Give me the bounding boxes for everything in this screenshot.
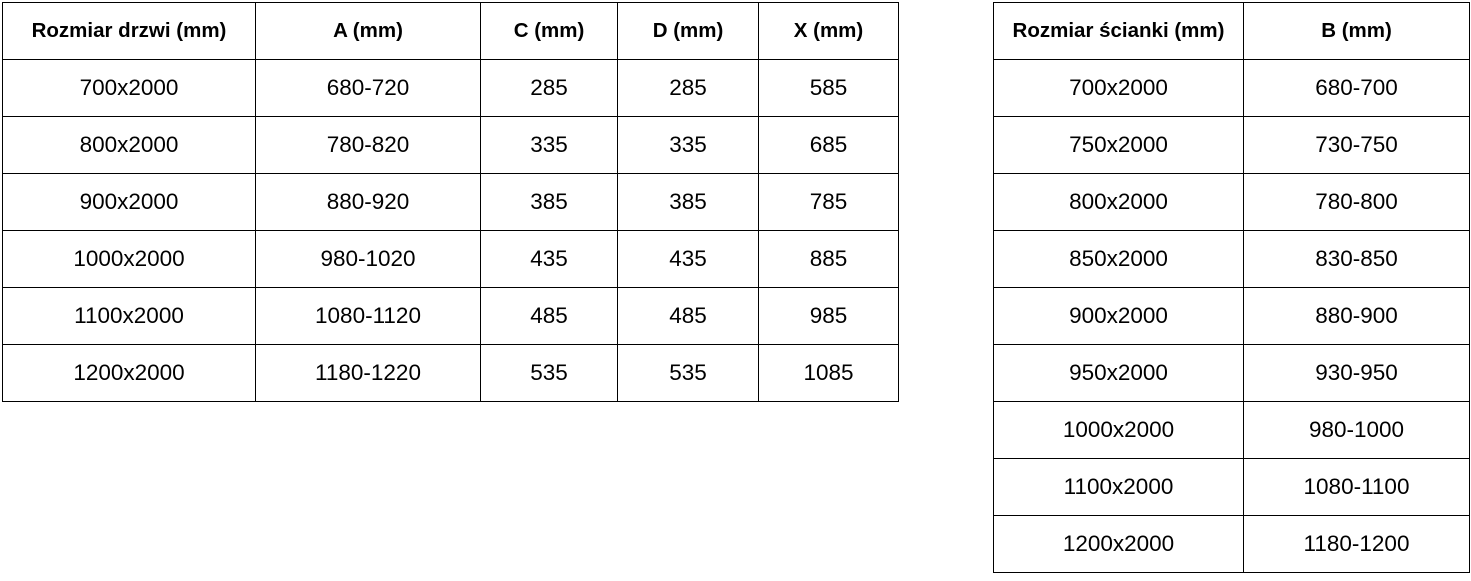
cell-b: 680-700 bbox=[1243, 59, 1470, 117]
door-size-table: Rozmiar drzwi (mm) A (mm) C (mm) D (mm) … bbox=[2, 2, 899, 402]
cell-door-size: 900x2000 bbox=[2, 173, 256, 231]
cell-b: 1180-1200 bbox=[1243, 515, 1470, 573]
column-header-a: A (mm) bbox=[255, 2, 481, 60]
table-row: 750x2000 730-750 bbox=[993, 116, 1470, 174]
column-header-d: D (mm) bbox=[617, 2, 759, 60]
cell-b: 880-900 bbox=[1243, 287, 1470, 345]
table-row: 850x2000 830-850 bbox=[993, 230, 1470, 288]
cell-wall-size: 950x2000 bbox=[993, 344, 1244, 402]
cell-wall-size: 800x2000 bbox=[993, 173, 1244, 231]
wall-size-table: Rozmiar ścianki (mm) B (mm) 700x2000 680… bbox=[993, 2, 1470, 573]
cell-c: 435 bbox=[480, 230, 618, 288]
table-row: 1200x2000 1180-1200 bbox=[993, 515, 1470, 573]
cell-x: 585 bbox=[758, 59, 899, 117]
cell-wall-size: 1200x2000 bbox=[993, 515, 1244, 573]
cell-wall-size: 1000x2000 bbox=[993, 401, 1244, 459]
cell-wall-size: 1100x2000 bbox=[993, 458, 1244, 516]
table-row: 800x2000 780-820 335 335 685 bbox=[2, 116, 899, 174]
cell-a: 980-1020 bbox=[255, 230, 481, 288]
cell-x: 685 bbox=[758, 116, 899, 174]
cell-c: 285 bbox=[480, 59, 618, 117]
cell-door-size: 700x2000 bbox=[2, 59, 256, 117]
cell-c: 335 bbox=[480, 116, 618, 174]
table-row: 1100x2000 1080-1100 bbox=[993, 458, 1470, 516]
column-header-wall-size: Rozmiar ścianki (mm) bbox=[993, 2, 1244, 60]
table-header-row: Rozmiar drzwi (mm) A (mm) C (mm) D (mm) … bbox=[2, 2, 899, 60]
cell-x: 785 bbox=[758, 173, 899, 231]
cell-a: 1080-1120 bbox=[255, 287, 481, 345]
table-row: 950x2000 930-950 bbox=[993, 344, 1470, 402]
column-header-c: C (mm) bbox=[480, 2, 618, 60]
table-row: 900x2000 880-920 385 385 785 bbox=[2, 173, 899, 231]
cell-door-size: 1100x2000 bbox=[2, 287, 256, 345]
table-row: 1000x2000 980-1020 435 435 885 bbox=[2, 230, 899, 288]
cell-wall-size: 900x2000 bbox=[993, 287, 1244, 345]
cell-d: 435 bbox=[617, 230, 759, 288]
cell-d: 385 bbox=[617, 173, 759, 231]
cell-b: 930-950 bbox=[1243, 344, 1470, 402]
cell-b: 980-1000 bbox=[1243, 401, 1470, 459]
cell-wall-size: 750x2000 bbox=[993, 116, 1244, 174]
cell-c: 485 bbox=[480, 287, 618, 345]
cell-wall-size: 850x2000 bbox=[993, 230, 1244, 288]
cell-c: 535 bbox=[480, 344, 618, 402]
cell-door-size: 1000x2000 bbox=[2, 230, 256, 288]
table-row: 700x2000 680-720 285 285 585 bbox=[2, 59, 899, 117]
table-row: 800x2000 780-800 bbox=[993, 173, 1470, 231]
cell-a: 680-720 bbox=[255, 59, 481, 117]
cell-door-size: 1200x2000 bbox=[2, 344, 256, 402]
table-row: 700x2000 680-700 bbox=[993, 59, 1470, 117]
cell-a: 1180-1220 bbox=[255, 344, 481, 402]
cell-a: 780-820 bbox=[255, 116, 481, 174]
column-header-b: B (mm) bbox=[1243, 2, 1470, 60]
cell-b: 730-750 bbox=[1243, 116, 1470, 174]
cell-x: 985 bbox=[758, 287, 899, 345]
cell-door-size: 800x2000 bbox=[2, 116, 256, 174]
column-header-door-size: Rozmiar drzwi (mm) bbox=[2, 2, 256, 60]
cell-d: 535 bbox=[617, 344, 759, 402]
cell-x: 1085 bbox=[758, 344, 899, 402]
cell-d: 285 bbox=[617, 59, 759, 117]
table-row: 900x2000 880-900 bbox=[993, 287, 1470, 345]
cell-a: 880-920 bbox=[255, 173, 481, 231]
table-row: 1200x2000 1180-1220 535 535 1085 bbox=[2, 344, 899, 402]
cell-b: 1080-1100 bbox=[1243, 458, 1470, 516]
table-header-row: Rozmiar ścianki (mm) B (mm) bbox=[993, 2, 1470, 60]
cell-x: 885 bbox=[758, 230, 899, 288]
cell-b: 780-800 bbox=[1243, 173, 1470, 231]
table-row: 1100x2000 1080-1120 485 485 985 bbox=[2, 287, 899, 345]
cell-b: 830-850 bbox=[1243, 230, 1470, 288]
cell-c: 385 bbox=[480, 173, 618, 231]
cell-d: 335 bbox=[617, 116, 759, 174]
cell-wall-size: 700x2000 bbox=[993, 59, 1244, 117]
column-header-x: X (mm) bbox=[758, 2, 899, 60]
table-row: 1000x2000 980-1000 bbox=[993, 401, 1470, 459]
cell-d: 485 bbox=[617, 287, 759, 345]
